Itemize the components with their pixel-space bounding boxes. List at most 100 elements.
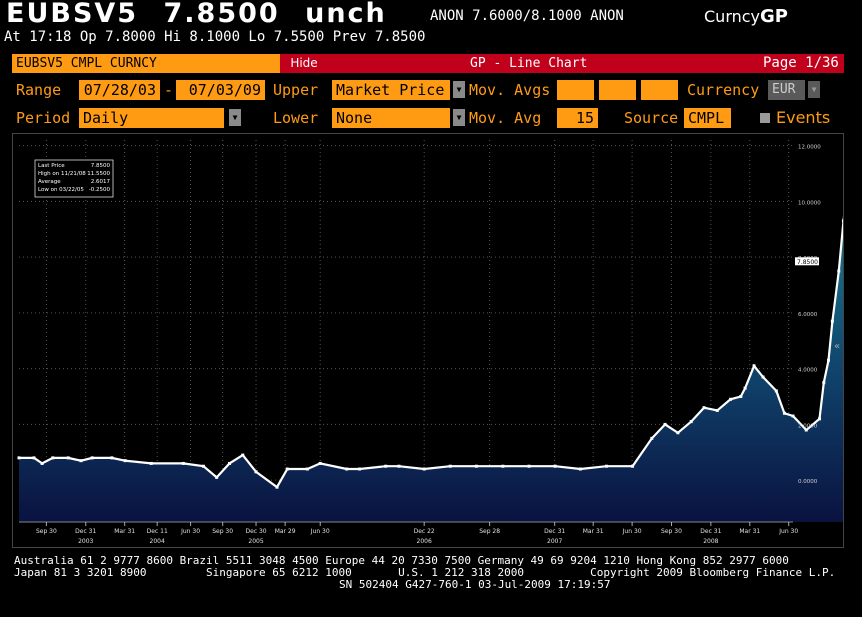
data-point — [79, 459, 83, 463]
range-start-field[interactable]: 07/28/03 — [79, 80, 160, 100]
legend-label: Last Price — [38, 163, 65, 169]
upper-dropdown-icon[interactable]: ▼ — [453, 81, 465, 98]
data-point — [729, 397, 733, 401]
data-point — [51, 456, 55, 460]
data-point — [384, 464, 388, 468]
data-point — [275, 485, 279, 489]
data-point — [804, 428, 808, 432]
x-year-label: 2003 — [78, 538, 93, 545]
data-point — [358, 467, 362, 471]
data-point — [837, 269, 841, 273]
x-year-label: 2008 — [703, 538, 718, 545]
footer-line-2: Japan 81 3 3201 8900 Singapore 65 6212 1… — [14, 566, 836, 579]
mov-avg-field[interactable]: 15 — [557, 108, 598, 128]
ticker: EUBSV5 — [6, 0, 139, 29]
y-tick-label: 2.0000 — [798, 423, 818, 429]
currency-select[interactable]: EUR — [768, 80, 805, 100]
chart-title: GP - Line Chart — [470, 56, 588, 71]
x-tick-label: Dec 31 — [544, 528, 565, 535]
x-tick-label: Sep 30 — [36, 528, 57, 535]
upper-label: Upper — [273, 81, 319, 99]
data-point — [527, 464, 531, 468]
lower-select[interactable]: None — [332, 108, 450, 128]
legend-value: 2.6017 — [91, 179, 111, 185]
data-point — [631, 464, 635, 468]
y-tick-label: 6.0000 — [798, 312, 818, 318]
currency-dropdown-icon[interactable]: ▼ — [808, 81, 820, 98]
x-tick-label: Sep 28 — [479, 528, 500, 535]
data-point — [181, 461, 185, 465]
x-tick-label: Dec 22 — [414, 528, 435, 535]
data-point — [702, 406, 706, 410]
x-year-label: 2007 — [547, 538, 562, 545]
data-point — [123, 459, 127, 463]
legend-box — [34, 159, 114, 198]
lower-label: Lower — [273, 109, 319, 127]
data-point — [822, 381, 826, 385]
chart-frame: 12.000010.00008.00006.00004.00002.00000.… — [12, 133, 862, 548]
y-tick-label: 4.0000 — [798, 368, 818, 374]
x-tick-label: Jun 30 — [180, 528, 200, 535]
bid-ask: ANON 7.6000/8.1000 ANON — [430, 8, 624, 24]
x-tick-label: Jun 30 — [310, 528, 330, 535]
collapse-arrow-icon[interactable]: « — [834, 341, 840, 352]
data-point — [818, 417, 822, 421]
data-point — [761, 375, 765, 379]
data-point — [791, 414, 795, 418]
data-point — [553, 464, 557, 468]
events-checkbox[interactable] — [760, 113, 770, 123]
security-field[interactable]: EUBSV5 CMPL CURNCY — [12, 54, 280, 73]
last-price-label: 7.8500 — [797, 259, 818, 266]
line-chart[interactable]: 12.000010.00008.00006.00004.00002.00000.… — [13, 134, 862, 547]
source-field[interactable]: CMPL — [684, 108, 731, 128]
x-tick-label: Mar 29 — [275, 528, 296, 535]
footer-line-3: SN 502404 G427-760-1 03-Jul-2009 17:19:5… — [339, 578, 611, 591]
y-tick-label: 12.0000 — [798, 145, 821, 151]
data-point — [774, 389, 778, 393]
data-point — [827, 358, 831, 362]
x-tick-label: Mar 31 — [114, 528, 135, 535]
data-point — [397, 464, 401, 468]
data-point — [254, 470, 258, 474]
mov-avg-field-3[interactable] — [641, 80, 678, 100]
range-end-field[interactable]: 07/03/09 — [176, 80, 265, 100]
data-point — [90, 456, 94, 460]
x-tick-label: Dec 11 — [147, 528, 168, 535]
legend-value: 11.5500 — [87, 171, 110, 177]
data-point — [474, 464, 478, 468]
x-tick-label: Jun 30 — [778, 528, 798, 535]
y-tick-label: 10.0000 — [798, 200, 821, 206]
data-point — [752, 364, 756, 368]
lower-dropdown-icon[interactable]: ▼ — [453, 109, 465, 126]
data-point — [305, 467, 309, 471]
data-point — [448, 464, 452, 468]
data-point — [228, 461, 232, 465]
data-point — [578, 467, 582, 471]
upper-select[interactable]: Market Price — [332, 80, 450, 100]
data-point — [422, 467, 426, 471]
source-label: Source — [624, 109, 679, 127]
x-tick-label: Dec 31 — [75, 528, 96, 535]
last-price-marker: 7.8500 — [795, 257, 819, 266]
mov-avg-field-1[interactable] — [557, 80, 594, 100]
period-dropdown-icon[interactable]: ▼ — [229, 109, 241, 126]
function-code: GP — [760, 6, 788, 27]
x-tick-label: Sep 30 — [212, 528, 233, 535]
y-tick-label: 0.0000 — [798, 479, 818, 485]
legend: Last Price 7.8500 High on 11/21/08 11.5500 A… — [34, 159, 114, 198]
hide-button[interactable]: Hide — [290, 56, 318, 70]
page-indicator: Page 1/36 — [763, 55, 839, 71]
period-select[interactable]: Daily — [79, 108, 224, 128]
x-year-label: 2004 — [150, 538, 165, 545]
data-point — [689, 420, 693, 424]
data-point — [241, 453, 245, 457]
x-year-label: 2005 — [248, 538, 263, 545]
data-point — [17, 456, 21, 460]
sector-prefix: Curncy — [704, 7, 761, 26]
data-point — [40, 461, 44, 465]
data-point — [66, 456, 70, 460]
data-point — [32, 456, 36, 460]
mov-avg-field-2[interactable] — [599, 80, 636, 100]
data-point — [345, 467, 349, 471]
mov-avgs-label: Mov. Avgs — [469, 81, 551, 99]
